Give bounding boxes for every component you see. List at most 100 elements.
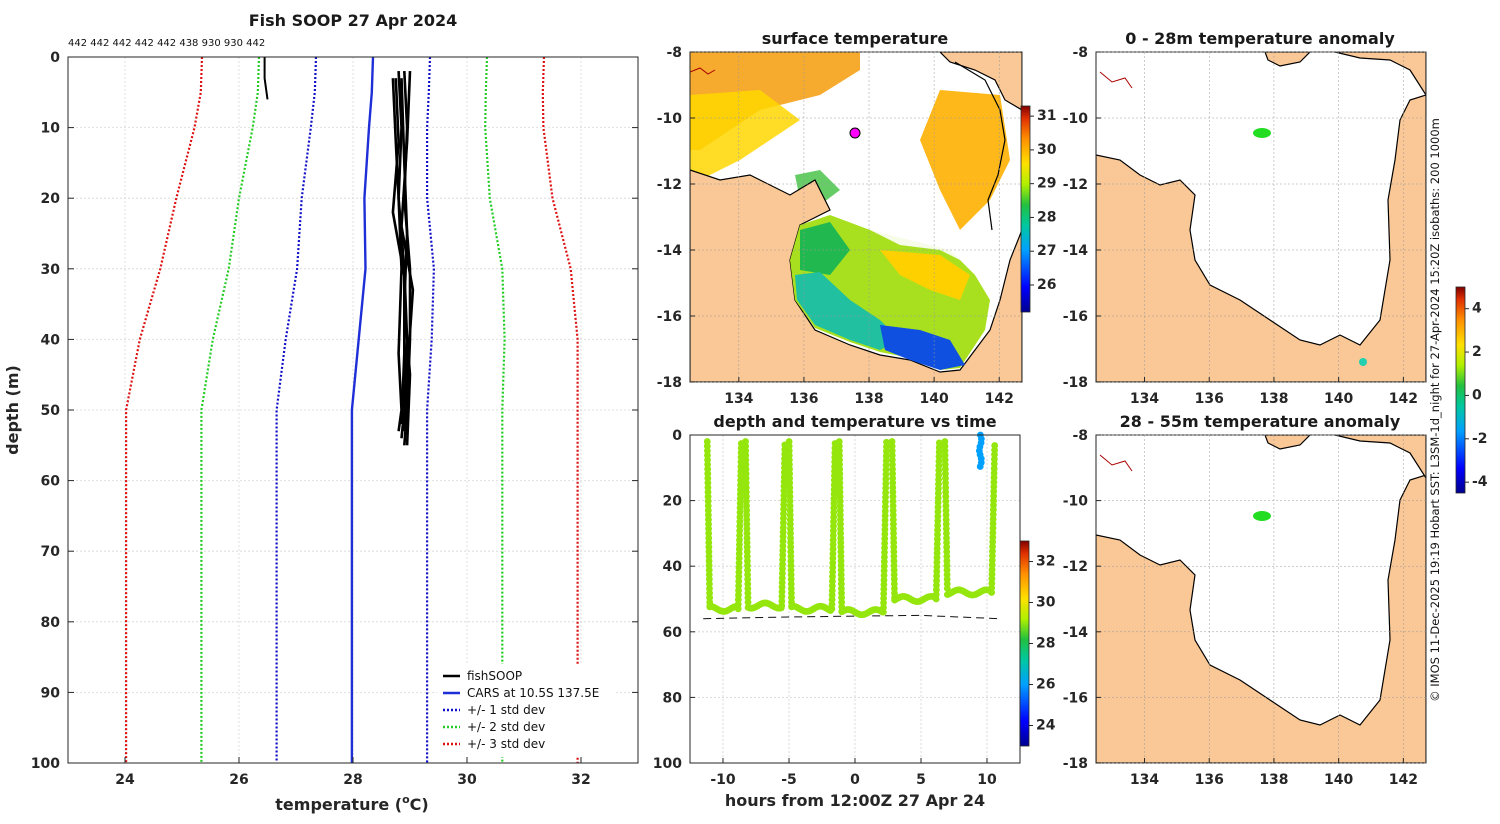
sst-ship-marker [849,127,861,139]
map-ytick-label: -10 [1063,111,1089,127]
map-ytick-label: -12 [657,177,682,193]
profile-ytick-label: 80 [41,615,61,631]
anomaly-colorbar-ticks: -4 -2 0 2 4 [1465,301,1488,490]
map-ytick-label: -14 [1063,625,1089,641]
profile-xtick-label: 26 [229,772,248,788]
ts-xtick-label: 0 [850,772,860,788]
anom2-land-left [1096,474,1426,763]
fishsoop-profile-line [391,78,403,432]
anom2-ticks: 134 136 138 140 142 -8 -10 -12 -14 -16 -18 [1063,428,1418,788]
profile-lines [125,56,579,763]
sst-river [690,67,716,75]
map-ytick-label: -16 [1063,690,1088,706]
map-ytick-label: -8 [1072,428,1088,444]
legend-box [437,664,615,757]
ts-xtick-label: 5 [916,772,926,788]
profile-ytick-label: 90 [41,685,61,701]
colorbar-tick-label: 26 [1037,277,1056,293]
profile-xtick-label: 30 [457,772,477,788]
fishsoop-profile-line [391,78,406,425]
map-ytick-label: -10 [657,111,683,127]
map-ytick-label: -8 [666,45,682,61]
sst-gulf-blue [880,325,965,370]
cast-point [991,442,999,449]
anom1-ticks: 134 136 138 140 142 -8 -10 -12 -14 -16 -18 [1063,45,1418,407]
profile-xlabel: temperature (oC) [275,793,428,814]
profile-top-label: 442 442 442 442 442 438 930 930 442 [68,38,265,49]
anom1-river [1099,71,1133,89]
colorbar-tick-label: 4 [1472,301,1482,317]
anom1-green-dots [1253,128,1271,138]
temperature-profile-chart: Fish SOOP 27 Apr 2024 442 442 442 442 44… [3,11,639,814]
anom1-land-left [1096,94,1426,382]
map-xtick-label: 140 [920,391,949,407]
sst-gulf-cloud [870,230,985,280]
map-xtick-label: 142 [1389,391,1418,407]
sst-colorbar-ticks: 26 27 28 29 30 31 [1030,108,1057,293]
profile-ticks: 24 26 28 30 32 0 10 20 30 40 50 60 70 80 90 100 [31,50,638,788]
map-xtick-label: 140 [1324,391,1353,407]
map-ytick-label: -14 [657,243,683,259]
map-ytick-label: -18 [1063,756,1088,772]
legend-label: fishSOOP [467,669,522,683]
colorbar-tick-label: 28 [1037,209,1056,225]
profile-xtick-label: 24 [115,772,135,788]
anom2-grid [1096,434,1426,764]
ts-colorbar [1019,540,1030,747]
map-ytick-label: -12 [1063,559,1088,575]
map-ytick-label: -18 [657,375,682,391]
map-ytick-label: -18 [1063,375,1088,391]
anom2-title: 28 - 55m temperature anomaly [1120,412,1401,431]
profile-ytick-label: 10 [41,121,61,137]
map-xtick-label: 142 [1389,772,1418,788]
sst-ticks: 134 136 138 140 142 -8 -10 -12 -14 -16 -18 [657,45,1014,407]
map-xtick-label: 138 [854,391,883,407]
ts-ytick-label: 80 [663,690,683,706]
cast-point [935,439,943,447]
map-xtick-label: 134 [724,391,753,407]
map-xtick-label: 138 [1259,772,1288,788]
colorbar-tick-label: 31 [1037,108,1056,124]
ts-xtick-label: 10 [977,772,997,788]
anomaly-map-28-55m: 28 - 55m temperature anomaly 134 136 138 14… [1063,412,1427,788]
sst-gulf-orange [880,250,970,300]
colorbar-tick-label: 30 [1037,142,1057,158]
map-xtick-label: 136 [1195,391,1224,407]
fishsoop-profile-line [263,57,269,100]
sst-coast-east [954,61,1006,231]
profile-ytick-label: 20 [41,191,61,207]
sst-title: surface temperature [762,29,949,48]
legend-label: +/- 3 std dev [467,737,545,751]
anom2-green-dots [1253,511,1271,521]
colorbar-tick-label: 29 [1037,176,1056,192]
sst-grid [690,51,1022,383]
cast-point-cool [976,463,984,470]
ts-ytick-label: 60 [663,625,683,641]
cast-point [883,438,890,446]
anom2-land-top-right [1334,435,1426,480]
legend-label: CARS at 10.5S 137.5E [467,686,599,700]
std-3-minus-line [125,56,204,763]
std-2-minus-line [200,56,261,763]
depth-temperature-time-chart: depth and temperature vs time -10 -5 0 5 100… [653,412,1056,810]
ts-title: depth and temperature vs time [713,412,996,431]
anomaly-colorbar [1455,286,1466,494]
ts-ytick-label: 0 [672,428,682,444]
anom1-title: 0 - 28m temperature anomaly [1125,29,1395,48]
profile-ytick-label: 0 [50,50,60,66]
map-xtick-label: 140 [1324,772,1353,788]
sst-land-left [690,169,1022,382]
anomaly-map-0-28m: 0 - 28m temperature anomaly 134 136 138 140… [1063,29,1427,407]
ts-ytick-label: 20 [663,494,683,510]
colorbar-tick-label: 28 [1036,636,1055,652]
anom1-land-top [1264,52,1311,67]
legend-label: +/- 2 std dev [467,720,545,734]
credit-text: © IMOS 11-Dec-2025 19:19 Hobart SST: L3S… [1428,118,1442,702]
map-xtick-label: 134 [1130,772,1159,788]
map-xtick-label: 136 [1195,772,1224,788]
anom2-land-top [1264,435,1311,450]
colorbar-tick-label: 32 [1036,554,1055,570]
sst-colorbar [1020,105,1031,313]
map-xtick-label: 142 [985,391,1014,407]
